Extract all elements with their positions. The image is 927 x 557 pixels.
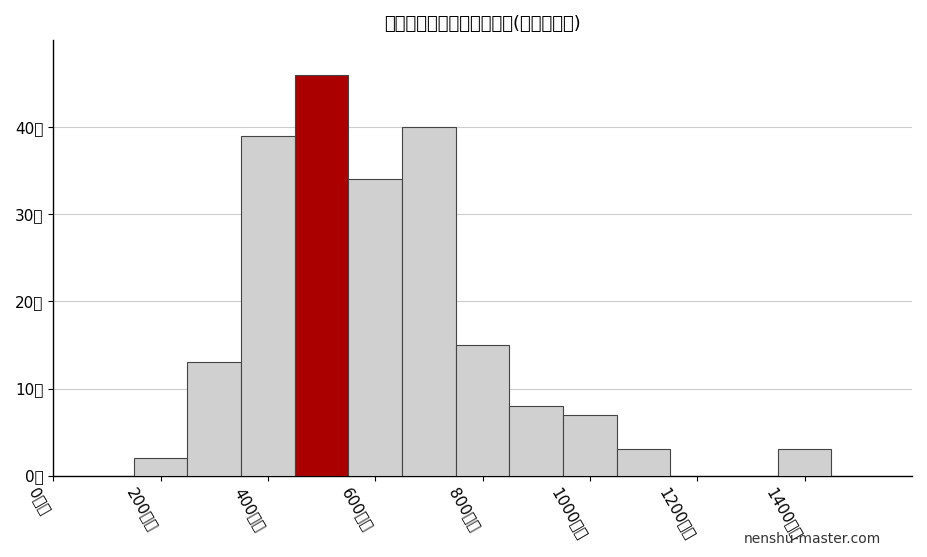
Text: nenshu-master.com: nenshu-master.com — [743, 532, 881, 546]
Bar — [402, 127, 456, 476]
Bar — [510, 406, 563, 476]
Bar — [187, 363, 241, 476]
Bar — [778, 449, 832, 476]
Bar — [241, 136, 295, 476]
Bar — [295, 75, 349, 476]
Title: 岐阜造園の年収ポジション(不動産業内): 岐阜造園の年収ポジション(不動産業内) — [384, 15, 581, 33]
Bar — [133, 458, 187, 476]
Bar — [349, 179, 402, 476]
Bar — [616, 449, 670, 476]
Bar — [456, 345, 510, 476]
Bar — [563, 414, 616, 476]
